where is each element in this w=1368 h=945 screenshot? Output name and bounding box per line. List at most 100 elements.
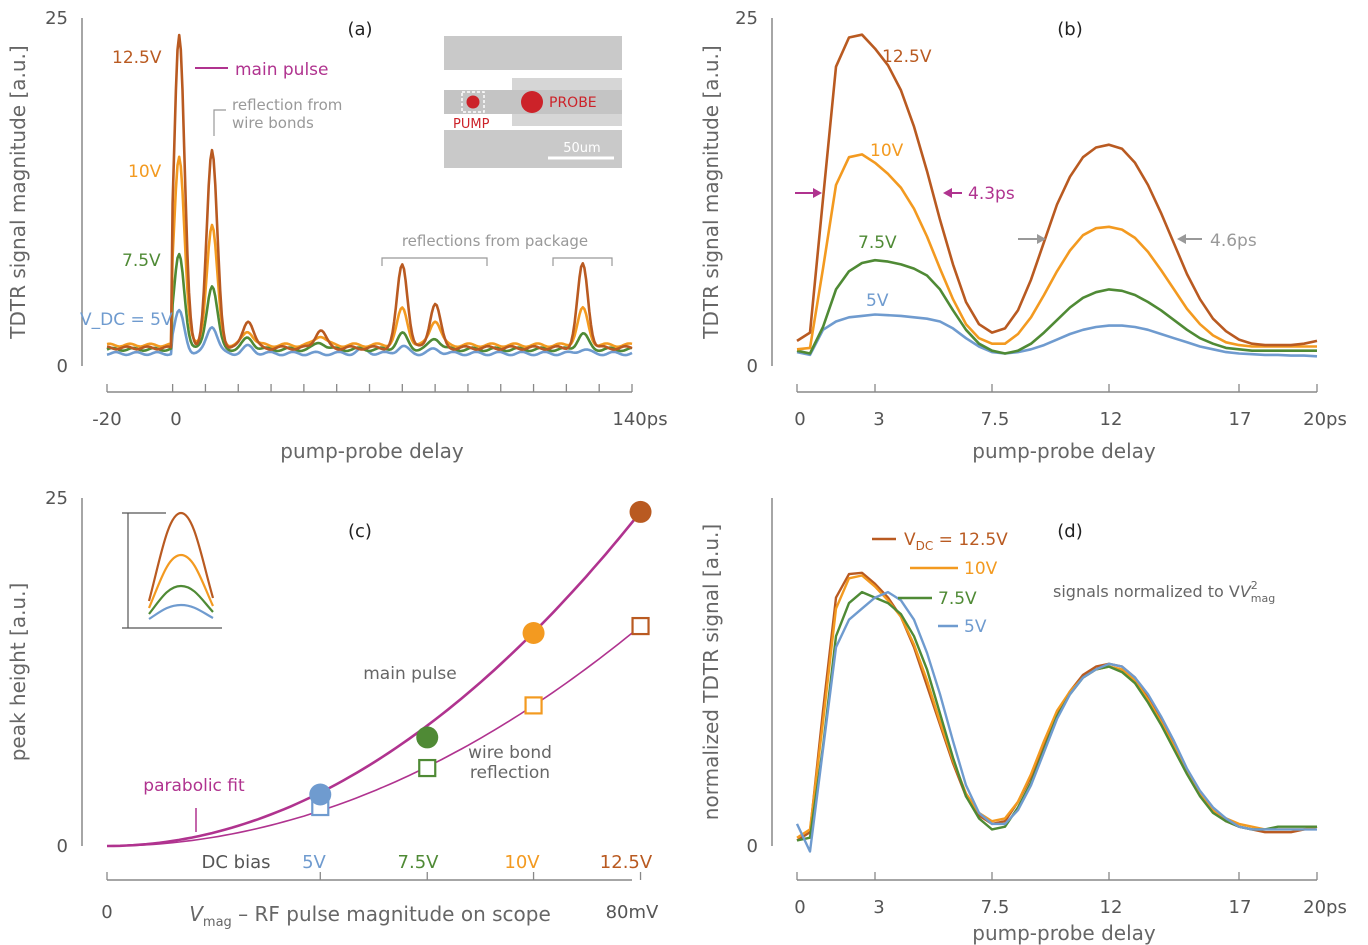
panel-d-xtick-20: 20ps xyxy=(1303,897,1347,918)
dc-bias-label: DC bias xyxy=(202,852,271,873)
panel-c-xlabel: Vmag – RF pulse magnitude on scope xyxy=(189,902,551,930)
panel-d-series-v7_5 xyxy=(796,590,1317,842)
panel-a-series xyxy=(106,33,633,357)
fit-curve-1 xyxy=(107,627,640,847)
legend-label-7-5v: 7.5V xyxy=(938,589,977,609)
panel-b-series xyxy=(796,33,1318,358)
panel-d-series-v10 xyxy=(796,574,1318,839)
wire-bond-label-2: reflection xyxy=(470,763,550,783)
main-pulse-point-0 xyxy=(309,783,332,806)
fit-curve-0 xyxy=(106,513,640,848)
legend-label-5v: 5V xyxy=(964,617,987,637)
panel-b-tick-marks xyxy=(796,384,1318,392)
panel-b-series-v10 xyxy=(796,153,1317,351)
parabolic-fit-label: parabolic fit xyxy=(143,776,245,796)
panel-a-ytick-0: 0 xyxy=(57,356,68,377)
panel-a-label-10v: 10V xyxy=(128,162,162,182)
panel-d-series-v12_5 xyxy=(796,571,1318,842)
main-pulse-point-2 xyxy=(522,622,545,645)
panel-a-series-v5 xyxy=(106,308,633,357)
wire-bond-point-3 xyxy=(631,616,650,636)
panel-b-series-v12_5 xyxy=(796,33,1318,347)
wire-bonds-pointer xyxy=(213,109,226,136)
panel-a-xlabel: pump-probe delay xyxy=(280,439,464,463)
panel-c-tick-marks xyxy=(106,872,642,880)
fwhm-refl-left-arrowhead xyxy=(1037,234,1046,244)
panel-b-ytick-25: 25 xyxy=(735,8,758,29)
panel-c-xtick-0: 0 xyxy=(101,902,112,923)
pump-spot xyxy=(466,95,480,109)
panel-c: (c) 0 25 0 80mV Vmag – RF pulse magnitud… xyxy=(6,488,659,930)
dc-bias-10v: 10V xyxy=(504,852,540,873)
peak-height-inset xyxy=(122,511,222,629)
panel-a-ylabel: TDTR signal magnitude [a.u.] xyxy=(6,45,30,339)
panel-d-label: (d) xyxy=(1057,521,1082,542)
panel-a-label: (a) xyxy=(347,19,372,40)
panel-d-ylabel: normalized TDTR signal [a.u.] xyxy=(699,524,723,820)
wire-bonds-annotation-1: reflection from xyxy=(232,96,342,114)
panel-a-xtick-m20: -20 xyxy=(92,409,121,430)
panel-d-xtick-17: 17 xyxy=(1229,897,1252,918)
panel-d-series xyxy=(795,571,1318,853)
panel-c-markers xyxy=(309,500,652,817)
panel-b-series-v5 xyxy=(796,313,1318,358)
panel-b-ylabel: TDTR signal magnitude [a.u.] xyxy=(699,45,723,339)
panel-c-fit-curves xyxy=(106,513,640,848)
panel-a-ytick-25: 25 xyxy=(45,8,68,29)
panel-a-tick-marks xyxy=(106,384,633,392)
panel-d-series-v5 xyxy=(795,590,1317,853)
panel-b-ytick-0: 0 xyxy=(747,356,758,377)
inset-probe-label: PROBE xyxy=(549,95,597,111)
inset-bottom-electrode xyxy=(444,130,622,168)
panel-a-label-7-5v: 7.5V xyxy=(122,251,161,271)
package-annotation: reflections from package xyxy=(402,232,588,250)
panel-d-xlabel: pump-probe delay xyxy=(972,921,1156,945)
panel-b: (b) 0 25 0 3 7.5 12 17 20ps pump-probe d… xyxy=(699,8,1347,463)
inset-curve-5v xyxy=(148,603,214,620)
main-pulse-point-3 xyxy=(629,500,652,523)
main-pulse-annotation: main pulse xyxy=(235,60,328,80)
main-pulse-label: main pulse xyxy=(363,664,456,684)
dc-bias-12-5v: 12.5V xyxy=(600,852,653,873)
panel-b-xtick-0: 0 xyxy=(794,409,805,430)
fwhm-main-left-arrowhead xyxy=(813,188,822,198)
dc-bias-7-5v: 7.5V xyxy=(398,852,440,873)
panel-d-xtick-0: 0 xyxy=(794,897,805,918)
wire-bond-point-1 xyxy=(418,758,437,778)
panel-b-xtick-20: 20ps xyxy=(1303,409,1347,430)
inset-top-electrode xyxy=(444,36,622,70)
wire-bond-point-2 xyxy=(524,696,543,715)
panel-c-label: (c) xyxy=(348,521,372,542)
panel-b-xtick-12: 12 xyxy=(1100,409,1123,430)
panel-d-xtick-12: 12 xyxy=(1100,897,1123,918)
inset-pump-box xyxy=(461,91,485,113)
fwhm-refl-label: 4.6ps xyxy=(1210,231,1257,251)
normalization-note: signals normalized to VV2 mag xyxy=(1053,579,1275,605)
panel-b-xtick-17: 17 xyxy=(1229,409,1252,430)
panel-b-label-10v: 10V xyxy=(870,141,904,161)
panel-b-label-12-5v: 12.5V xyxy=(882,47,932,67)
panel-b-label-5v: 5V xyxy=(866,291,889,311)
wire-bond-label-1: wire bond xyxy=(468,743,552,763)
panel-d-tick-marks xyxy=(796,872,1318,880)
panel-a-xtick-0: 0 xyxy=(170,409,181,430)
inset-pump-label: PUMP xyxy=(453,117,490,132)
panel-d-ytick-0: 0 xyxy=(747,836,758,857)
legend-label-12-5v: VDC = 12.5V xyxy=(904,530,1008,553)
panel-a-label-12-5v: 12.5V xyxy=(112,48,162,68)
inset-curve-10v xyxy=(147,553,215,609)
fwhm-refl-right-arrowhead xyxy=(1177,234,1186,244)
panel-d: (d) 0 0 3 7.5 12 17 20ps pump-probe dela… xyxy=(699,498,1347,945)
legend-label-10v: 10V xyxy=(964,559,998,579)
panel-b-xtick-3: 3 xyxy=(873,409,884,430)
dc-bias-5v: 5V xyxy=(302,852,326,873)
inset-curve-12-5v xyxy=(147,511,215,602)
wire-bonds-annotation-2: wire bonds xyxy=(232,114,314,132)
panel-b-series-v7_5 xyxy=(796,258,1317,355)
panel-a-xtick-140: 140ps xyxy=(612,409,667,430)
panel-b-label: (b) xyxy=(1057,19,1082,40)
inset-scale-label: 50um xyxy=(563,141,600,156)
fwhm-main-label: 4.3ps xyxy=(968,184,1015,204)
panel-b-label-7-5v: 7.5V xyxy=(858,233,897,253)
